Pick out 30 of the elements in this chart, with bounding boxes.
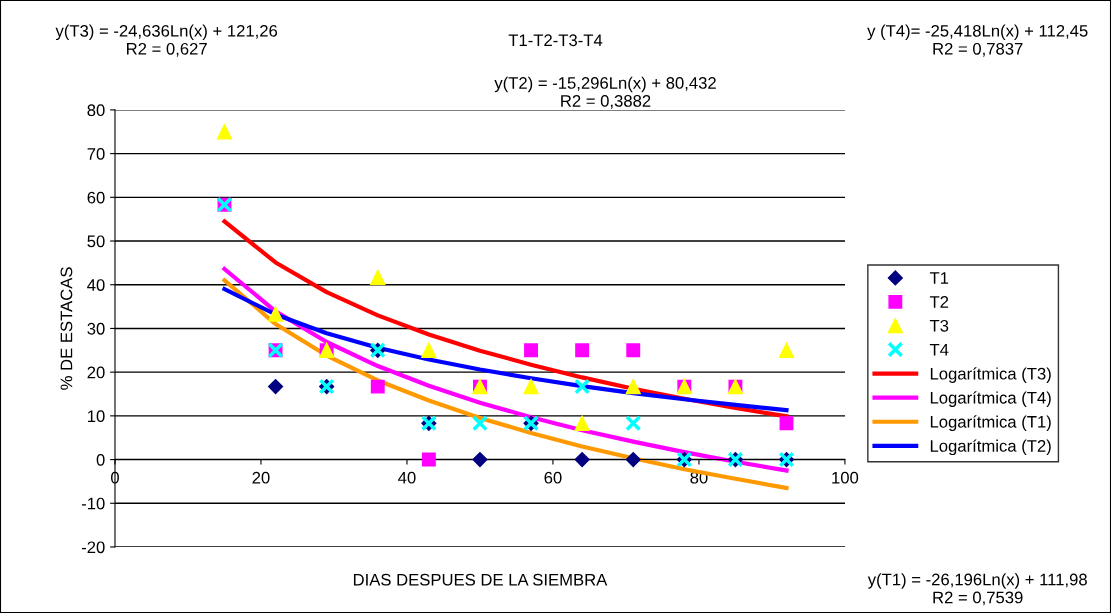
text: y (T4)= -25,418Ln(x) + 112,45 R2 = 0,7837	[867, 24, 1088, 57]
legend-label: T4	[929, 343, 949, 356]
chart-title: T1-T2-T3-T4	[508, 34, 603, 47]
legend-label: T1	[929, 272, 949, 284]
y-tick-label: 30	[87, 322, 105, 335]
text: y(T1) = -26,196Ln(x) + 111,98 R2 = 0,7539	[867, 573, 1087, 606]
y-tick-label: 40	[87, 279, 105, 291]
y-tick-label: 20	[87, 366, 105, 379]
x-tick-label: 60	[544, 471, 562, 484]
legend-label: Logarítmica (T2)	[930, 439, 1051, 456]
legend-label: Logarítmica (T3)	[930, 367, 1051, 383]
text: y(T3) = -24,636Ln(x) + 121,26 R2 = 0,627	[55, 24, 278, 57]
x-axis-title: DIAS DESPUES DE LA SIEMBRA	[353, 573, 608, 586]
y-tick-label: -20	[81, 541, 105, 554]
y-tick-label: 10	[88, 410, 105, 423]
legend-label: T3	[929, 319, 949, 332]
y-tick-label: 70	[87, 148, 105, 160]
x-tick-label: 20	[252, 471, 270, 484]
y-tick-label: -10	[81, 497, 105, 510]
y-tick-label: 50	[87, 235, 105, 248]
text: y(T2) = -15,296Ln(x) + 80,432 R2 = 0,3882	[494, 76, 716, 109]
x-tick-label: 100	[832, 471, 859, 484]
x-tick-label: 40	[398, 471, 416, 484]
y-tick-label: 0	[96, 453, 105, 466]
y-tick-label: 60	[87, 191, 105, 204]
legend-label: Logarítmica (T4)	[930, 391, 1051, 407]
y-axis-title: % DE ESTACAS	[60, 267, 73, 390]
legend-label: T2	[929, 296, 949, 308]
legend-label: Logarítmica (T1)	[930, 415, 1051, 432]
y-tick-label: 80	[87, 104, 105, 117]
